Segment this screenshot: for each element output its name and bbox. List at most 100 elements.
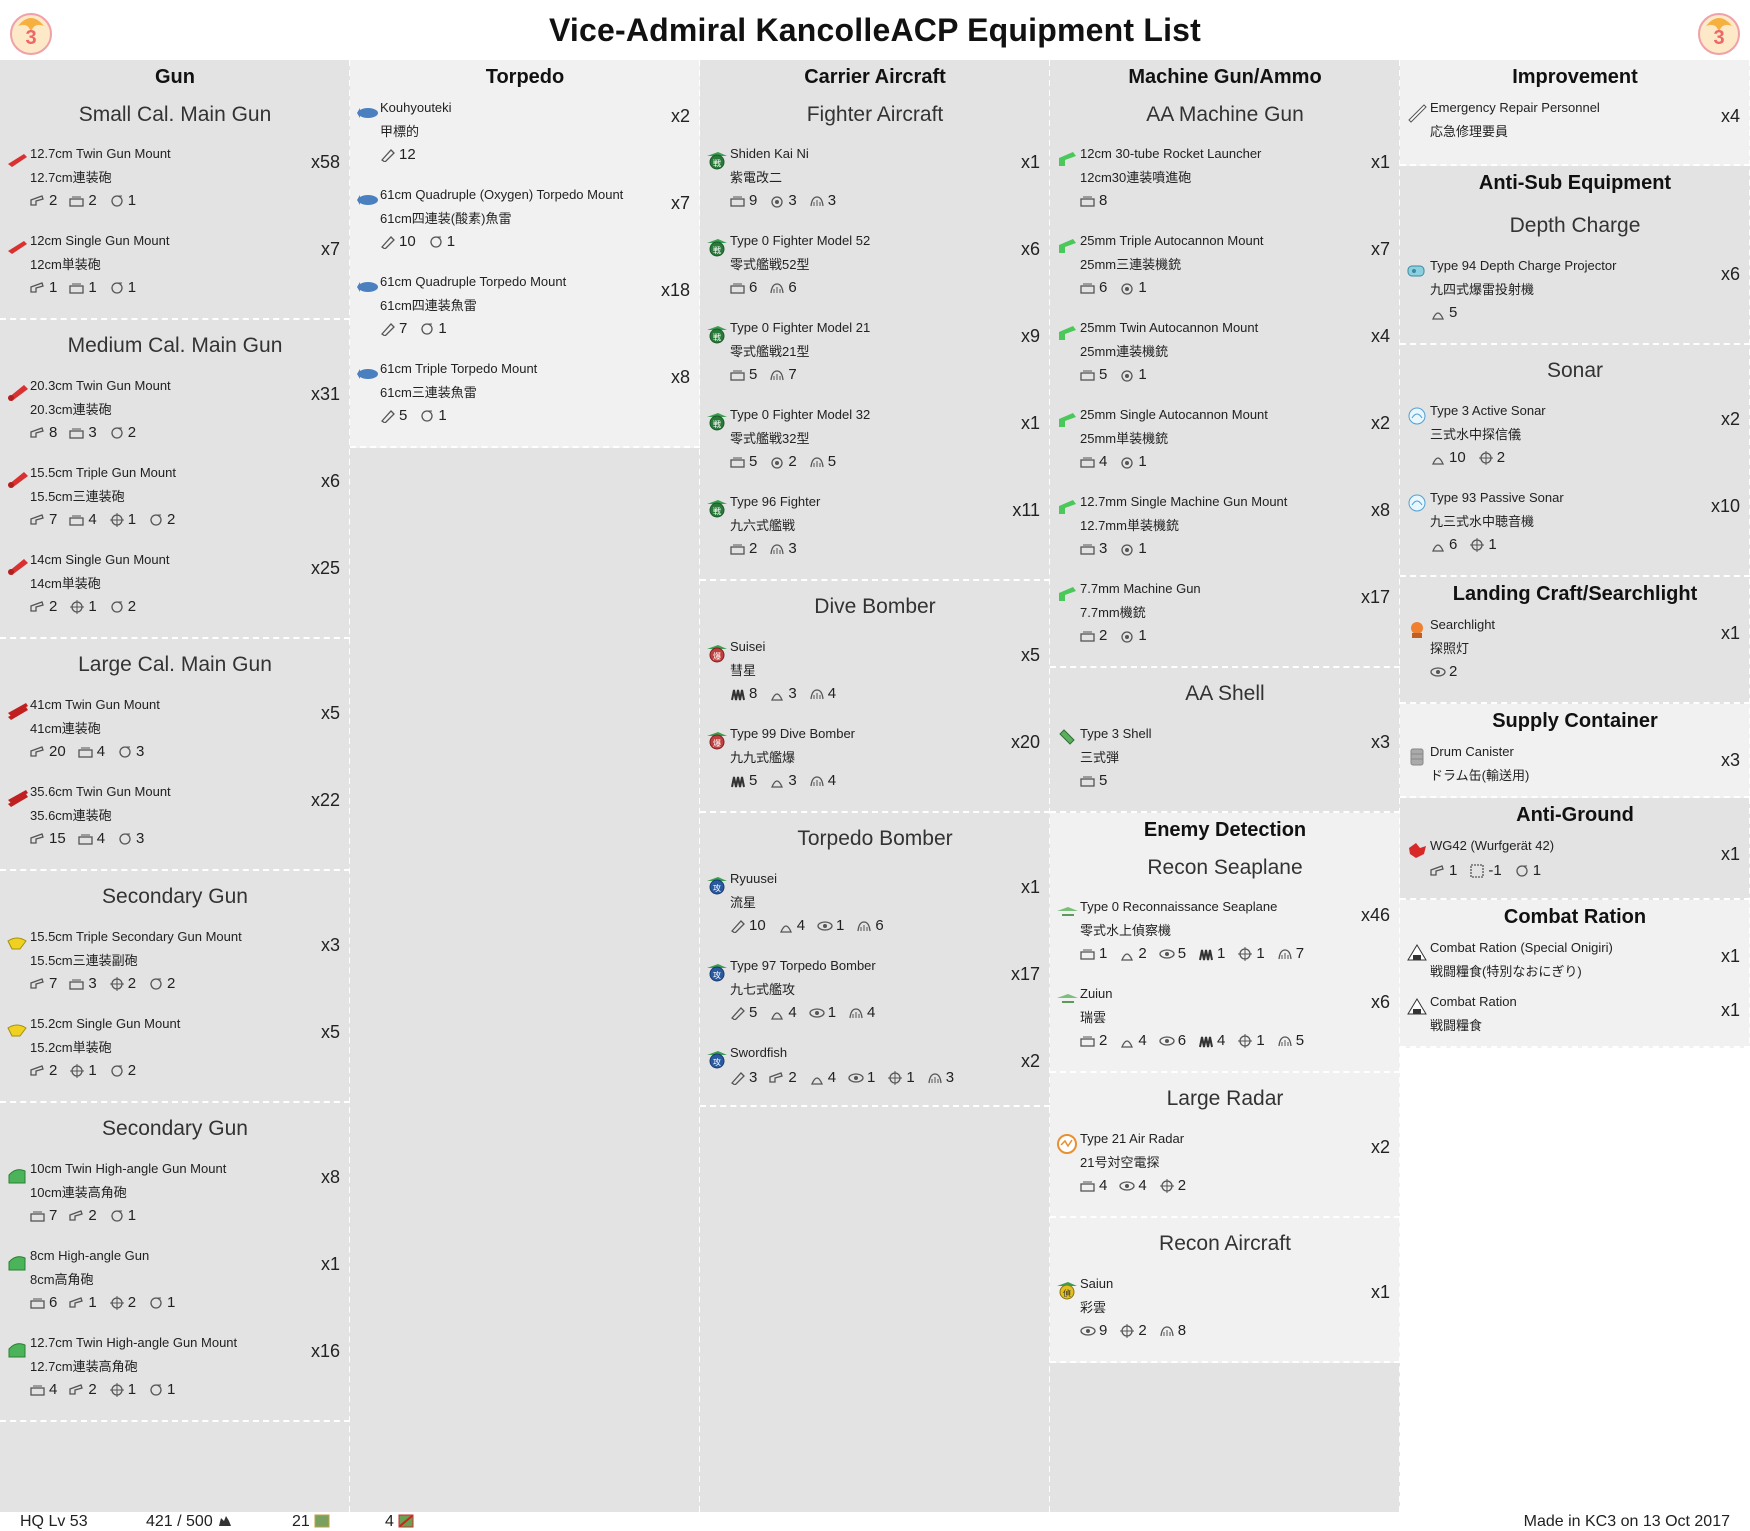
item-name-en: Drum Canister bbox=[1430, 744, 1514, 759]
item-name-jp: 25mm単装機銃 bbox=[1080, 431, 1169, 446]
stat-range: 3 bbox=[927, 1069, 954, 1086]
equipment-group: Secondary Gun 15.5cm Triple Secondary Gun… bbox=[0, 871, 350, 1103]
stat-value: 1 bbox=[1138, 279, 1147, 296]
item-name-jp: 三式水中探信儀 bbox=[1430, 427, 1522, 442]
stat-value: 4 bbox=[88, 511, 97, 528]
stat-aa: 5 bbox=[1080, 366, 1107, 383]
stat-value: 15 bbox=[49, 830, 66, 847]
evasion-stat-icon bbox=[430, 235, 442, 248]
stat-firepower: 15 bbox=[30, 830, 66, 847]
aa-shell-icon bbox=[1059, 729, 1075, 745]
item-name-jp: 61cm四連装魚雷 bbox=[380, 298, 477, 313]
stat-value: 1 bbox=[49, 279, 58, 296]
stat-value: 4 bbox=[49, 1381, 58, 1398]
item-stats: 5 2 5 bbox=[730, 453, 836, 470]
stat-range: 7 bbox=[1277, 945, 1304, 962]
stat-value: 3 bbox=[788, 685, 797, 702]
equipment-group: Supply Container Drum Canister ドラム缶(輸送用) x3 bbox=[1400, 704, 1750, 798]
stat-evasion: 1 bbox=[148, 1294, 175, 1311]
item-name-jp: 10cm連装高角砲 bbox=[30, 1185, 127, 1200]
stat-firepower: 7 bbox=[30, 975, 57, 992]
torpedo-icon bbox=[357, 195, 378, 205]
item-name-jp: 12.7cm連装砲 bbox=[30, 170, 112, 185]
item-count: x7 bbox=[320, 239, 340, 259]
svg-text:戦: 戦 bbox=[713, 419, 721, 429]
column-machine-gun-ammo: Machine Gun/Ammo AA Machine Gun 12cm 30-tu… bbox=[1050, 60, 1401, 1512]
item-count: x1 bbox=[1720, 1000, 1740, 1020]
equipment-item: Type 94 Depth Charge Projector 九四式爆雷投射機 x6… bbox=[1400, 252, 1750, 339]
item-name-jp: 14cm単装砲 bbox=[30, 576, 101, 591]
stat-aa: 5 bbox=[730, 366, 757, 383]
stat-asw: 1 bbox=[1119, 279, 1147, 296]
stat-value: 4 bbox=[1099, 453, 1108, 470]
equipment-group: Anti-Sub Equipment Depth Charge Type 94 De… bbox=[1400, 166, 1750, 345]
firepower-stat-icon bbox=[30, 977, 44, 989]
item-name-jp: 8cm高角砲 bbox=[30, 1272, 94, 1287]
stat-value: 3 bbox=[88, 975, 97, 992]
stat-asw: 1 bbox=[1119, 366, 1147, 383]
accuracy-stat-icon bbox=[1478, 450, 1493, 465]
item-count: x1 bbox=[320, 1254, 340, 1274]
stat-value: 1 bbox=[446, 233, 456, 250]
stat-value: 4 bbox=[96, 743, 106, 760]
equipment-item: Kouhyouteki 甲標的 x2 12 bbox=[350, 94, 700, 181]
stat-accuracy: 1 bbox=[887, 1069, 915, 1086]
stat-aa: 4 bbox=[1080, 1177, 1107, 1194]
stat-asw2: 4 bbox=[769, 1004, 797, 1021]
stat-range: 4 bbox=[809, 685, 836, 702]
range-stat-icon bbox=[770, 282, 784, 293]
stat-value: 2 bbox=[788, 453, 797, 470]
column-torpedo: Torpedo Kouhyouteki 甲標的 x2 12 61cm Quadruple … bbox=[350, 60, 701, 1512]
item-name-en: Kouhyouteki bbox=[380, 100, 452, 115]
torpedo-stat-icon bbox=[731, 919, 745, 933]
item-name-en: Type 94 Depth Charge Projector bbox=[1430, 258, 1617, 273]
item-name-jp: 九九式艦爆 bbox=[730, 750, 796, 765]
item-stats: 8 3 2 bbox=[30, 424, 136, 441]
stat-aa: 2 bbox=[1080, 627, 1107, 644]
stat-value: 2 bbox=[49, 192, 58, 209]
svg-text:攻: 攻 bbox=[713, 883, 721, 893]
stat-aa: 7 bbox=[30, 1207, 57, 1224]
stat-evasion: 1 bbox=[428, 233, 455, 250]
item-stats: 7 4 1 2 bbox=[30, 511, 175, 528]
evasion-stat-icon bbox=[150, 1296, 162, 1309]
stat-value: 2 bbox=[127, 1294, 137, 1311]
group-title: Sonar bbox=[1546, 359, 1604, 382]
stat-value: 7 bbox=[49, 1207, 58, 1224]
item-count: x6 bbox=[1370, 992, 1390, 1012]
stat-value: 3 bbox=[945, 1069, 955, 1086]
category-title: Torpedo bbox=[485, 66, 565, 88]
stat-los: 4 bbox=[1119, 1177, 1147, 1194]
stat-firepower: 8 bbox=[30, 424, 57, 441]
stat-evasion: 1 bbox=[419, 320, 447, 337]
equipment-item: Type 0 Reconnaissance Seaplane 零式水上偵察機 x46… bbox=[1050, 893, 1400, 980]
svg-text:戦: 戦 bbox=[713, 245, 721, 255]
stat-value: 6 bbox=[749, 279, 758, 296]
stat-value: 1 bbox=[867, 1069, 876, 1086]
stat-value: 5 bbox=[749, 453, 758, 470]
stat-asw2: 3 bbox=[769, 685, 797, 702]
item-name-en: 61cm Quadruple (Oxygen) Torpedo Mount bbox=[380, 187, 624, 202]
item-name-jp: 九七式艦攻 bbox=[730, 982, 796, 997]
stat-asw2: 3 bbox=[769, 772, 797, 789]
stat-evasion: 1 bbox=[109, 192, 136, 209]
item-name-jp: 零式艦戦32型 bbox=[730, 431, 810, 446]
item-name-en: Type 0 Fighter Model 52 bbox=[730, 233, 871, 248]
stat-bomb: 5 bbox=[730, 772, 757, 789]
los-stat-icon bbox=[1430, 666, 1446, 677]
item-name-jp: 応急修理要員 bbox=[1430, 124, 1509, 139]
stat-value: 1 bbox=[1532, 862, 1542, 879]
stat-aa: 5 bbox=[1080, 772, 1107, 789]
stat-aa: 8 bbox=[1080, 192, 1107, 209]
asw2-stat-icon bbox=[1121, 952, 1134, 961]
aa-stat-icon bbox=[30, 1298, 45, 1309]
stat-aa: 3 bbox=[69, 424, 97, 441]
ship-count-text: 421 / 500 bbox=[146, 1513, 213, 1530]
firepower-stat-icon bbox=[30, 600, 44, 612]
hq-level: HQ Lv 53 bbox=[20, 1513, 88, 1530]
equipment-item: 戦 Type 96 Fighter 九六式艦戦 x11 2 3 bbox=[700, 488, 1050, 575]
torpedo-stat-icon bbox=[381, 409, 395, 423]
item-stats: 3 2 4 1 1 3 bbox=[730, 1069, 954, 1086]
